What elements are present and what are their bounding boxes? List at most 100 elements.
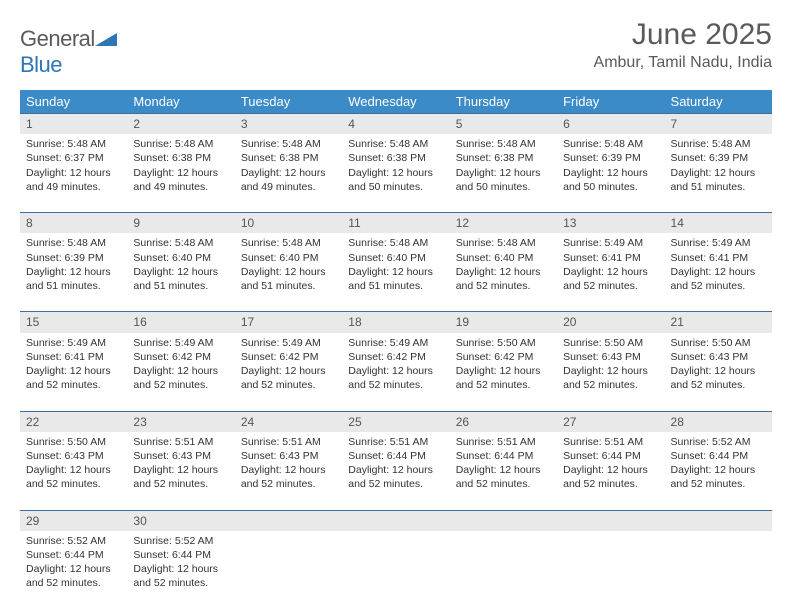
- day-line: Sunset: 6:39 PM: [671, 151, 766, 165]
- day-line: Sunset: 6:42 PM: [133, 350, 228, 364]
- calendar-week-row: 22Sunrise: 5:50 AMSunset: 6:43 PMDayligh…: [20, 411, 772, 510]
- day-line: Daylight: 12 hours: [26, 265, 121, 279]
- day-line: and 49 minutes.: [241, 180, 336, 194]
- day-details: Sunrise: 5:50 AMSunset: 6:43 PMDaylight:…: [20, 432, 127, 510]
- day-details: Sunrise: 5:51 AMSunset: 6:44 PMDaylight:…: [450, 432, 557, 510]
- day-line: Sunset: 6:43 PM: [133, 449, 228, 463]
- calendar-cell: 13Sunrise: 5:49 AMSunset: 6:41 PMDayligh…: [557, 213, 664, 312]
- calendar-body: 1Sunrise: 5:48 AMSunset: 6:37 PMDaylight…: [20, 114, 772, 609]
- day-details: Sunrise: 5:50 AMSunset: 6:42 PMDaylight:…: [450, 333, 557, 411]
- day-line: Sunset: 6:44 PM: [671, 449, 766, 463]
- day-number: [235, 511, 342, 531]
- day-number: 16: [127, 312, 234, 332]
- day-line: and 52 minutes.: [563, 279, 658, 293]
- day-line: Sunrise: 5:48 AM: [563, 137, 658, 151]
- day-details: Sunrise: 5:48 AMSunset: 6:39 PMDaylight:…: [20, 233, 127, 311]
- day-number: 17: [235, 312, 342, 332]
- calendar-week-row: 1Sunrise: 5:48 AMSunset: 6:37 PMDaylight…: [20, 114, 772, 213]
- day-number: 11: [342, 213, 449, 233]
- calendar-cell: 20Sunrise: 5:50 AMSunset: 6:43 PMDayligh…: [557, 312, 664, 411]
- day-number: 1: [20, 114, 127, 134]
- day-number: 29: [20, 511, 127, 531]
- day-line: Daylight: 12 hours: [563, 166, 658, 180]
- day-details: Sunrise: 5:49 AMSunset: 6:42 PMDaylight:…: [342, 333, 449, 411]
- day-line: and 49 minutes.: [133, 180, 228, 194]
- day-line: Sunset: 6:44 PM: [348, 449, 443, 463]
- day-details: Sunrise: 5:48 AMSunset: 6:40 PMDaylight:…: [127, 233, 234, 311]
- day-line: Daylight: 12 hours: [26, 463, 121, 477]
- day-line: Daylight: 12 hours: [26, 364, 121, 378]
- day-line: Sunset: 6:41 PM: [26, 350, 121, 364]
- day-line: and 52 minutes.: [348, 477, 443, 491]
- day-number: 7: [665, 114, 772, 134]
- day-number: 30: [127, 511, 234, 531]
- day-line: Sunset: 6:41 PM: [563, 251, 658, 265]
- day-line: and 49 minutes.: [26, 180, 121, 194]
- day-line: Sunset: 6:41 PM: [671, 251, 766, 265]
- calendar-cell: 5Sunrise: 5:48 AMSunset: 6:38 PMDaylight…: [450, 114, 557, 213]
- day-details: Sunrise: 5:49 AMSunset: 6:41 PMDaylight:…: [665, 233, 772, 311]
- day-number: 3: [235, 114, 342, 134]
- day-line: Sunrise: 5:51 AM: [563, 435, 658, 449]
- day-line: and 52 minutes.: [456, 477, 551, 491]
- day-line: Sunset: 6:44 PM: [133, 548, 228, 562]
- day-line: Sunrise: 5:48 AM: [348, 137, 443, 151]
- day-line: Sunrise: 5:49 AM: [348, 336, 443, 350]
- day-line: Daylight: 12 hours: [241, 463, 336, 477]
- day-line: Sunrise: 5:52 AM: [26, 534, 121, 548]
- day-line: and 52 minutes.: [241, 477, 336, 491]
- day-line: and 52 minutes.: [671, 279, 766, 293]
- day-number: 26: [450, 412, 557, 432]
- day-line: Daylight: 12 hours: [133, 166, 228, 180]
- day-line: Sunrise: 5:48 AM: [26, 137, 121, 151]
- day-details: Sunrise: 5:49 AMSunset: 6:41 PMDaylight:…: [20, 333, 127, 411]
- day-line: Sunrise: 5:48 AM: [133, 236, 228, 250]
- day-line: Daylight: 12 hours: [133, 364, 228, 378]
- day-line: and 52 minutes.: [563, 477, 658, 491]
- day-line: Sunrise: 5:51 AM: [241, 435, 336, 449]
- calendar-cell: 3Sunrise: 5:48 AMSunset: 6:38 PMDaylight…: [235, 114, 342, 213]
- day-line: Sunset: 6:42 PM: [456, 350, 551, 364]
- calendar-cell: 28Sunrise: 5:52 AMSunset: 6:44 PMDayligh…: [665, 411, 772, 510]
- weekday-header: Tuesday: [235, 90, 342, 114]
- day-line: Sunrise: 5:51 AM: [133, 435, 228, 449]
- day-line: and 52 minutes.: [26, 576, 121, 590]
- calendar-cell: 18Sunrise: 5:49 AMSunset: 6:42 PMDayligh…: [342, 312, 449, 411]
- day-line: and 52 minutes.: [563, 378, 658, 392]
- day-details: Sunrise: 5:51 AMSunset: 6:44 PMDaylight:…: [342, 432, 449, 510]
- location-text: Ambur, Tamil Nadu, India: [594, 54, 772, 72]
- day-details: Sunrise: 5:48 AMSunset: 6:38 PMDaylight:…: [235, 134, 342, 212]
- day-number: 19: [450, 312, 557, 332]
- day-line: and 51 minutes.: [133, 279, 228, 293]
- weekday-header: Wednesday: [342, 90, 449, 114]
- day-line: Sunset: 6:40 PM: [348, 251, 443, 265]
- calendar-cell: [235, 510, 342, 609]
- calendar-cell: 4Sunrise: 5:48 AMSunset: 6:38 PMDaylight…: [342, 114, 449, 213]
- header: General Blue June 2025 Ambur, Tamil Nadu…: [20, 18, 772, 78]
- day-line: Daylight: 12 hours: [671, 463, 766, 477]
- day-line: Sunset: 6:39 PM: [563, 151, 658, 165]
- calendar-cell: 23Sunrise: 5:51 AMSunset: 6:43 PMDayligh…: [127, 411, 234, 510]
- day-line: and 52 minutes.: [241, 378, 336, 392]
- day-details: Sunrise: 5:52 AMSunset: 6:44 PMDaylight:…: [20, 531, 127, 609]
- day-line: and 51 minutes.: [348, 279, 443, 293]
- day-line: and 52 minutes.: [133, 576, 228, 590]
- calendar-cell: [665, 510, 772, 609]
- day-details: Sunrise: 5:48 AMSunset: 6:39 PMDaylight:…: [557, 134, 664, 212]
- day-line: Daylight: 12 hours: [456, 166, 551, 180]
- day-number: 20: [557, 312, 664, 332]
- weekday-header: Friday: [557, 90, 664, 114]
- calendar-cell: 16Sunrise: 5:49 AMSunset: 6:42 PMDayligh…: [127, 312, 234, 411]
- day-line: Sunrise: 5:48 AM: [26, 236, 121, 250]
- calendar-cell: 8Sunrise: 5:48 AMSunset: 6:39 PMDaylight…: [20, 213, 127, 312]
- day-details: Sunrise: 5:48 AMSunset: 6:37 PMDaylight:…: [20, 134, 127, 212]
- calendar-cell: [450, 510, 557, 609]
- calendar-cell: 2Sunrise: 5:48 AMSunset: 6:38 PMDaylight…: [127, 114, 234, 213]
- day-line: and 50 minutes.: [563, 180, 658, 194]
- day-line: and 52 minutes.: [456, 378, 551, 392]
- day-line: Daylight: 12 hours: [563, 463, 658, 477]
- day-details: Sunrise: 5:48 AMSunset: 6:40 PMDaylight:…: [450, 233, 557, 311]
- calendar-cell: 6Sunrise: 5:48 AMSunset: 6:39 PMDaylight…: [557, 114, 664, 213]
- day-line: Daylight: 12 hours: [348, 463, 443, 477]
- day-details: Sunrise: 5:51 AMSunset: 6:43 PMDaylight:…: [127, 432, 234, 510]
